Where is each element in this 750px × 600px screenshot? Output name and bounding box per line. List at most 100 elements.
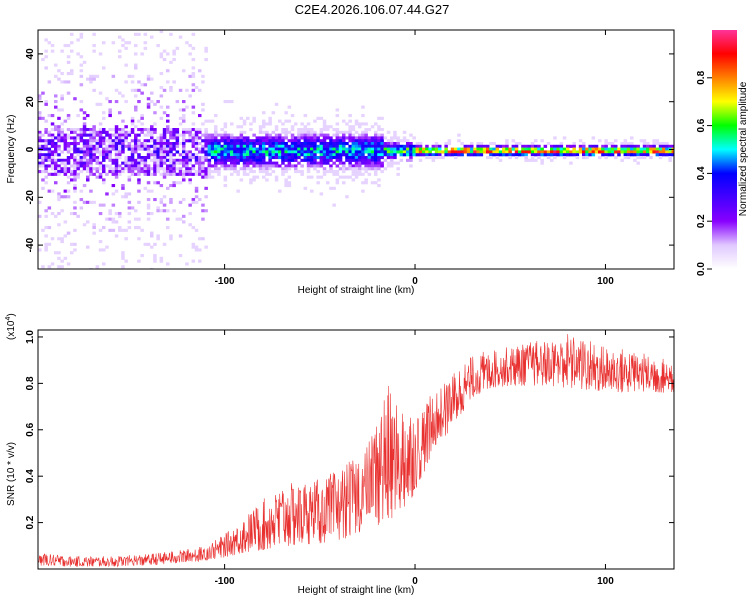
spectrogram-cell: [633, 147, 637, 151]
spectrogram-cell: [543, 144, 548, 148]
spectrogram-cell: [102, 178, 106, 182]
spectrogram-cell: [236, 142, 240, 146]
spectrogram-cell: [191, 32, 196, 36]
spectrogram-cell: [82, 130, 87, 134]
spectrogram-cell: [118, 91, 122, 95]
spectrogram-cell: [511, 153, 516, 157]
spectrogram-cell: [447, 150, 452, 154]
spectrogram-cell: [73, 170, 77, 174]
spectrogram-cell: [278, 139, 282, 143]
spectrogram-cell: [127, 206, 132, 210]
spectrogram-cell: [95, 167, 100, 171]
spectrogram-cell: [172, 133, 176, 137]
spectrogram-cell: [98, 122, 103, 126]
spectrogram-cell: [121, 195, 125, 199]
spectrogram-cell: [44, 142, 48, 146]
spectrogram-cell: [358, 158, 362, 162]
spectrogram-cell: [265, 164, 269, 168]
spectrogram-cell: [265, 150, 269, 154]
spectrogram-cell: [73, 212, 77, 216]
spectrogram-cell: [668, 153, 672, 157]
spectrogram-cell: [114, 172, 119, 176]
spectrogram-cell: [242, 150, 247, 154]
spectrogram-cell: [102, 248, 106, 252]
spectrogram-cell: [649, 144, 653, 148]
spectrogram-cell: [89, 200, 93, 204]
spectrogram-cell: [358, 122, 362, 126]
spectrogram-cell: [626, 142, 631, 146]
spectrogram-cell: [57, 125, 61, 129]
spectrogram-cell: [159, 94, 164, 98]
spectrogram-cell: [476, 153, 480, 157]
spectrogram-cell: [268, 139, 272, 143]
spectrogram-cell: [274, 164, 279, 168]
spectrogram-cell: [127, 192, 132, 196]
spectrogram-cells: [38, 30, 674, 269]
spectrogram-cell: [297, 128, 301, 132]
spectrogram-cell: [201, 144, 205, 148]
spectrogram-cell: [44, 100, 48, 104]
spectrogram-cell: [399, 150, 404, 154]
spectrogram-cell: [310, 133, 314, 137]
spectrogram-cell: [130, 119, 135, 123]
spectrogram-cell: [252, 119, 256, 123]
spectrogram-cell: [409, 156, 413, 160]
spectrogram-cell: [162, 150, 167, 154]
spectrogram-cell: [182, 116, 186, 120]
spectrogram-cell: [214, 167, 218, 171]
spectrogram-cell: [274, 128, 279, 132]
spectrogram-cell: [226, 100, 231, 104]
spectrogram-cell: [82, 116, 87, 120]
spectrogram-cell: [578, 147, 583, 151]
spectrogram-cell: [220, 156, 224, 160]
spectrogram-cell: [262, 170, 266, 174]
spectrogram-cell: [134, 44, 138, 48]
spectrogram-cell: [322, 167, 327, 171]
spectrogram-cell: [386, 164, 391, 168]
spectrogram-cell: [60, 209, 64, 213]
spectrogram-cell: [476, 150, 480, 154]
spectrogram-cell: [159, 86, 164, 90]
spectrogram-cell: [226, 153, 231, 157]
spectrogram-cell: [185, 170, 189, 174]
spectrogram-cell: [66, 114, 71, 118]
spectrogram-cell: [166, 69, 170, 73]
spectrogram-cell: [345, 167, 349, 171]
spectrogram-cell: [60, 49, 64, 53]
spectrogram-cell: [150, 77, 154, 81]
spectrogram-cell: [169, 184, 173, 188]
spectrogram-cell: [102, 130, 106, 134]
spectrogram-cell: [268, 122, 272, 126]
spectrogram-cell: [380, 116, 384, 120]
spectrogram-cell: [79, 189, 84, 193]
spectrogram-cell: [470, 142, 474, 146]
spectrogram-cell: [114, 133, 119, 137]
spectrogram-cell: [630, 153, 634, 157]
spectrogram-cell: [230, 158, 234, 162]
spectrogram-cell: [207, 164, 212, 168]
spectrogram-cell: [204, 128, 208, 132]
spectrogram-cell: [300, 164, 304, 168]
spectrogram-cell: [47, 153, 52, 157]
spectrogram-cell: [111, 220, 116, 224]
spectrogram-cell: [220, 153, 224, 157]
spectrogram-cell: [242, 170, 247, 174]
spectrogram-cell: [82, 167, 87, 171]
spectrogram-cell: [239, 136, 244, 140]
spectrogram-cell: [316, 144, 320, 148]
spectrogram-cell: [41, 164, 45, 168]
spectrogram-cell: [354, 139, 359, 143]
spectrogram-cell: [166, 125, 170, 129]
spectrogram-cell: [249, 161, 253, 165]
spectrogram-cell: [188, 139, 192, 143]
spectrogram-cell: [598, 150, 602, 154]
spectrogram-cell: [172, 181, 176, 185]
spectrogram-cell: [73, 167, 77, 171]
spectrogram-cell: [361, 150, 365, 154]
spectrogram-cell: [102, 203, 106, 207]
spectrogram-cell: [265, 161, 269, 165]
spectrogram-cell: [559, 142, 564, 146]
spectrogram-cell: [607, 142, 612, 146]
spectrogram-cell: [326, 181, 330, 185]
spectrogram-cell: [175, 133, 180, 137]
